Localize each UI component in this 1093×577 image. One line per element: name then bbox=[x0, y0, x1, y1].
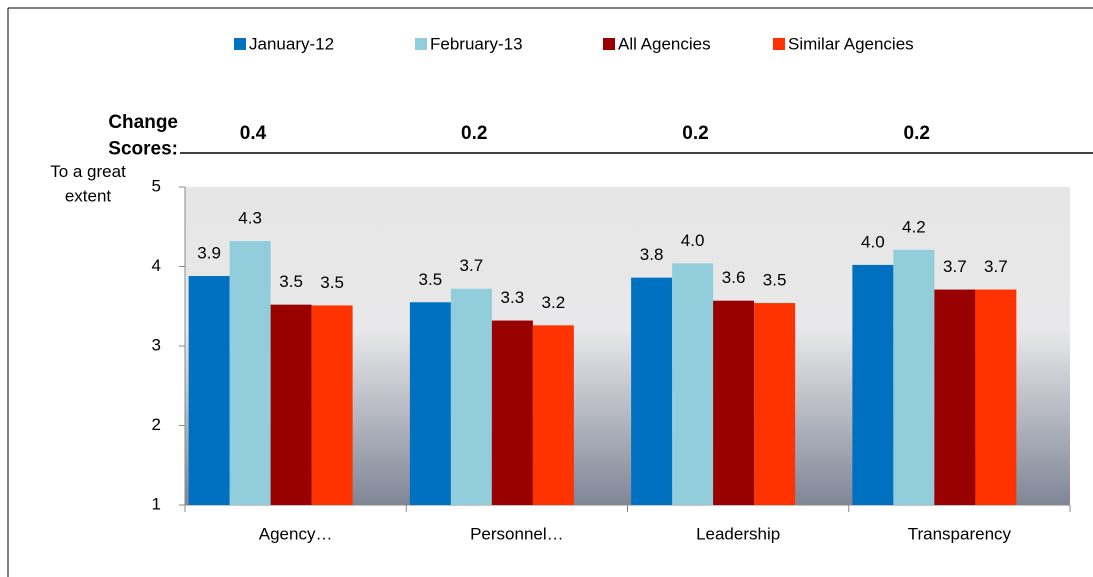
change-score: 0.2 bbox=[461, 123, 487, 144]
x-tick-label: Agency… bbox=[259, 524, 333, 543]
bar bbox=[409, 302, 451, 505]
legend-label: All Agencies bbox=[618, 34, 711, 53]
y-tick-label: 2 bbox=[152, 415, 161, 434]
data-label: 3.5 bbox=[763, 271, 787, 290]
bar bbox=[229, 241, 271, 505]
legend-label: January-12 bbox=[249, 34, 334, 53]
legend-label: Similar Agencies bbox=[788, 34, 914, 53]
data-label: 4.0 bbox=[681, 231, 705, 250]
y-tick-label: 4 bbox=[152, 256, 161, 275]
change-score: 0.2 bbox=[904, 123, 930, 144]
bar bbox=[852, 264, 894, 505]
data-label: 3.6 bbox=[722, 268, 746, 287]
data-label: 3.7 bbox=[460, 256, 484, 275]
y-description: To a great extent bbox=[50, 162, 126, 206]
bar bbox=[975, 289, 1017, 505]
bar bbox=[270, 304, 312, 505]
bar bbox=[672, 263, 714, 505]
bar bbox=[491, 320, 533, 505]
legend-label: February-13 bbox=[430, 34, 523, 53]
data-label: 3.9 bbox=[197, 244, 221, 263]
data-label: 3.3 bbox=[501, 288, 525, 307]
bar bbox=[532, 325, 574, 505]
data-label: 3.8 bbox=[640, 245, 664, 264]
change-score: 0.2 bbox=[682, 123, 708, 144]
data-label: 3.7 bbox=[984, 257, 1008, 276]
legend-swatch bbox=[603, 38, 615, 50]
bar bbox=[934, 289, 976, 505]
change-score: 0.4 bbox=[240, 123, 267, 144]
data-label: 4.3 bbox=[238, 209, 262, 228]
x-tick-label: Leadership bbox=[696, 524, 780, 543]
data-label: 3.5 bbox=[419, 270, 443, 289]
data-label: 4.0 bbox=[861, 232, 885, 251]
y-tick-label: 1 bbox=[152, 494, 161, 513]
data-label: 3.2 bbox=[542, 293, 566, 312]
data-label: 3.5 bbox=[320, 273, 344, 292]
bar bbox=[631, 277, 673, 505]
bar bbox=[713, 300, 755, 505]
legend-swatch bbox=[773, 38, 785, 50]
y-tick-label: 5 bbox=[152, 176, 161, 195]
change-label: Change Scores: bbox=[108, 112, 178, 160]
bar bbox=[754, 303, 796, 505]
data-label: 4.2 bbox=[902, 217, 926, 236]
x-tick-label: Personnel… bbox=[470, 524, 564, 543]
data-label: 3.7 bbox=[943, 257, 967, 276]
y-tick-label: 3 bbox=[152, 335, 161, 354]
data-label: 3.5 bbox=[279, 272, 303, 291]
bar bbox=[311, 305, 353, 505]
legend-swatch bbox=[415, 38, 427, 50]
x-tick-label: Transparency bbox=[908, 524, 1012, 543]
legend-swatch bbox=[234, 38, 246, 50]
bar bbox=[188, 276, 230, 505]
bar bbox=[450, 288, 492, 505]
bar bbox=[893, 249, 935, 505]
